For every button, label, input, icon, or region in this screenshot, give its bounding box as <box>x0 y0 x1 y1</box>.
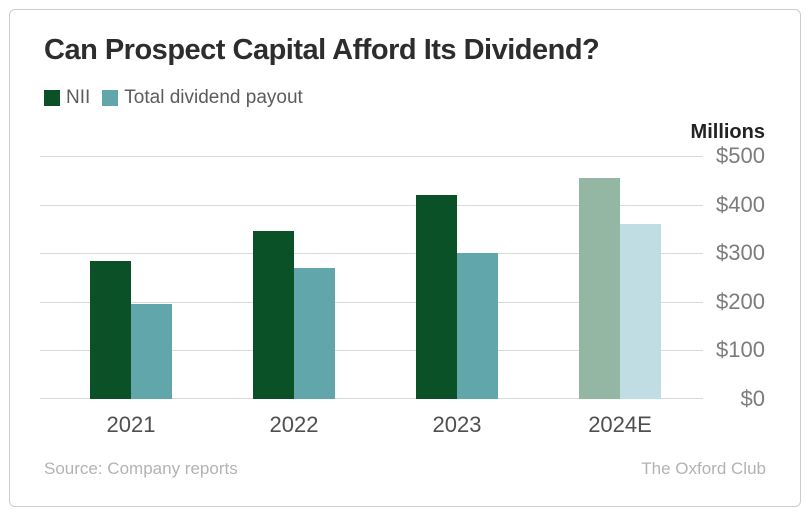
y-tick-label-0: $0 <box>740 386 765 411</box>
chart-title: Can Prospect Capital Afford Its Dividend… <box>44 34 600 66</box>
bar-total-dividend-payout-2021 <box>131 304 172 399</box>
bar-total-dividend-payout-2022 <box>294 267 335 399</box>
x-axis-tick-labels: 2021 2022 2023 2024E <box>40 412 703 442</box>
y-axis-unit-label: Millions <box>690 121 765 143</box>
gridline-300 <box>40 253 703 255</box>
bar-nii-2021 <box>90 260 131 399</box>
attribution: The Oxford Club <box>641 459 766 478</box>
legend: NII Total dividend payout <box>44 87 303 109</box>
bar-total-dividend-payout-2024e <box>620 224 661 399</box>
bar-nii-2023 <box>416 194 457 399</box>
gridline-0 <box>40 398 703 399</box>
gridline-400 <box>40 204 703 206</box>
y-axis-tick-labels: $500 $400 $300 $200 $100 $0 <box>707 143 765 411</box>
gridline-500 <box>40 156 703 157</box>
legend-item-nii: NII <box>44 87 90 109</box>
nii-swatch-icon <box>44 90 60 106</box>
bar-nii-2024e <box>579 177 620 399</box>
y-tick-label-400: $400 <box>716 191 765 217</box>
y-tick-label-300: $300 <box>716 240 765 266</box>
gridline-200 <box>40 301 703 303</box>
y-tick-label-500: $500 <box>716 143 765 168</box>
source-note: Source: Company reports <box>44 459 238 478</box>
x-tick-label-2021: 2021 <box>106 412 156 437</box>
footer: Source: Company reports The Oxford Club <box>44 459 766 479</box>
legend-label-total-dividend-payout: Total dividend payout <box>124 87 303 108</box>
y-tick-label-200: $200 <box>716 288 765 314</box>
bar-total-dividend-payout-2023 <box>457 253 498 399</box>
legend-item-total-dividend-payout: Total dividend payout <box>102 87 303 109</box>
x-tick-label-2023: 2023 <box>432 412 482 437</box>
chart-card: Can Prospect Capital Afford Its Dividend… <box>9 9 801 507</box>
gridline-100 <box>40 350 703 352</box>
legend-label-nii: NII <box>66 87 91 108</box>
x-tick-label-2022: 2022 <box>269 412 319 437</box>
total-dividend-payout-swatch-icon <box>102 90 119 106</box>
bar-nii-2022 <box>253 231 294 399</box>
plot-area <box>40 156 703 399</box>
x-tick-label-2024e: 2024E <box>588 412 652 437</box>
y-tick-label-100: $100 <box>716 337 765 363</box>
